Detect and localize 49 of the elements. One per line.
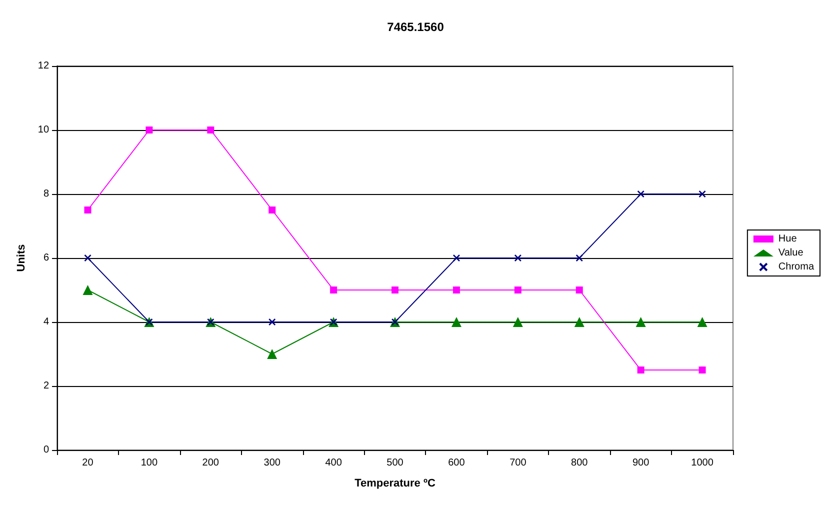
point: [637, 190, 644, 198]
y-tick-label: 6: [43, 252, 50, 264]
point: [82, 285, 93, 295]
y-tick-label: 0: [43, 444, 50, 456]
point: [576, 286, 583, 294]
x-axis-title: Temperature ºC: [354, 478, 436, 490]
point: [512, 317, 523, 327]
point: [207, 126, 214, 134]
x-tick-label: 400: [325, 458, 342, 468]
point: [392, 286, 399, 294]
x-tick-label: 300: [264, 458, 281, 468]
legend-label: Hue: [778, 234, 798, 244]
point: [146, 126, 153, 134]
point: [268, 318, 276, 326]
point: [452, 254, 460, 262]
point: [574, 317, 584, 327]
x-tick-label: 100: [140, 458, 158, 468]
point: [698, 366, 706, 374]
x-tick-label: 900: [632, 458, 650, 468]
x-tick-label: 500: [386, 458, 404, 468]
point: [268, 206, 276, 214]
legend-label: Chroma: [778, 262, 814, 272]
point: [514, 254, 522, 262]
x-tick-label: 1000: [691, 458, 714, 468]
x-tick-label: 700: [510, 458, 527, 468]
point: [84, 254, 92, 262]
legend-label: Value: [778, 248, 804, 258]
point: [267, 349, 278, 359]
y-axis-title: Units: [16, 244, 28, 272]
point: [451, 317, 462, 327]
y-tick-label: 12: [38, 60, 50, 72]
y-tick-label: 2: [43, 380, 50, 392]
point: [514, 286, 522, 294]
point: [576, 254, 584, 262]
chart-title: 7465.1560: [387, 20, 444, 34]
point: [697, 317, 708, 327]
point: [636, 317, 646, 327]
x-tick-label: 800: [571, 458, 588, 468]
x-tick-label: 200: [202, 458, 220, 468]
point: [637, 366, 644, 374]
point: [330, 286, 338, 294]
point: [84, 206, 92, 214]
point: [452, 286, 460, 294]
point: [698, 190, 706, 198]
y-tick-label: 8: [43, 188, 50, 200]
x-tick-label: 20: [82, 458, 94, 468]
y-tick-label: 4: [43, 316, 50, 328]
y-tick-label: 10: [38, 124, 50, 136]
x-tick-label: 600: [448, 458, 466, 468]
